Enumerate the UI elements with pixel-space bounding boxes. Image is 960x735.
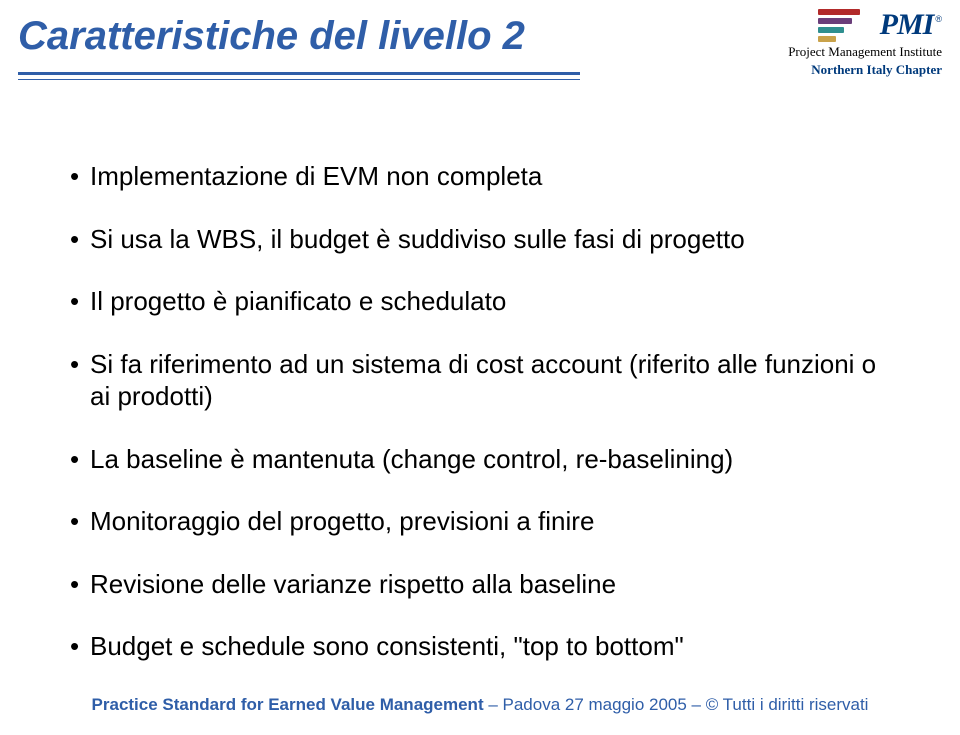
list-item: Budget e schedule sono consistenti, "top… bbox=[70, 630, 900, 663]
footer-rest2: © Tutti i diritti riservati bbox=[706, 695, 869, 714]
list-item: Si usa la WBS, il budget è suddiviso sul… bbox=[70, 223, 900, 256]
slide-title: Caratteristiche del livello 2 bbox=[18, 14, 525, 59]
content-area: Implementazione di EVM non completa Si u… bbox=[70, 160, 900, 693]
list-item: Revisione delle varianze rispetto alla b… bbox=[70, 568, 900, 601]
list-item: Il progetto è pianificato e schedulato bbox=[70, 285, 900, 318]
footer-bold: Practice Standard for Earned Value Manag… bbox=[92, 695, 484, 714]
pmi-logo: PMI ® Project Management Institute North… bbox=[622, 8, 942, 78]
list-item: Monitoraggio del progetto, previsioni a … bbox=[70, 505, 900, 538]
pmi-logo-top: PMI ® bbox=[622, 8, 942, 42]
title-rule-thick bbox=[18, 72, 580, 75]
footer: Practice Standard for Earned Value Manag… bbox=[0, 695, 960, 715]
title-rule-thin bbox=[18, 79, 580, 80]
list-item: Implementazione di EVM non completa bbox=[70, 160, 900, 193]
pmi-logo-registered-icon: ® bbox=[935, 14, 942, 24]
pmi-logo-sub2: Northern Italy Chapter bbox=[622, 62, 942, 78]
list-item: Si fa riferimento ad un sistema di cost … bbox=[70, 348, 900, 413]
pmi-logo-text: PMI bbox=[880, 8, 934, 42]
pmi-logo-mark: PMI ® bbox=[880, 8, 942, 42]
logo-bar-1 bbox=[818, 9, 860, 15]
pmi-logo-sub1: Project Management Institute bbox=[622, 44, 942, 60]
list-item: La baseline è mantenuta (change control,… bbox=[70, 443, 900, 476]
bullet-list: Implementazione di EVM non completa Si u… bbox=[70, 160, 900, 663]
footer-rest1: – Padova 27 maggio 2005 – bbox=[484, 695, 706, 714]
pmi-logo-bars-icon bbox=[818, 9, 860, 42]
pmi-logo-subtitle: Project Management Institute Northern It… bbox=[622, 44, 942, 78]
logo-bar-2 bbox=[818, 18, 852, 24]
logo-bar-4 bbox=[818, 36, 836, 42]
logo-bar-3 bbox=[818, 27, 844, 33]
slide: Caratteristiche del livello 2 PMI ® Proj… bbox=[0, 0, 960, 735]
